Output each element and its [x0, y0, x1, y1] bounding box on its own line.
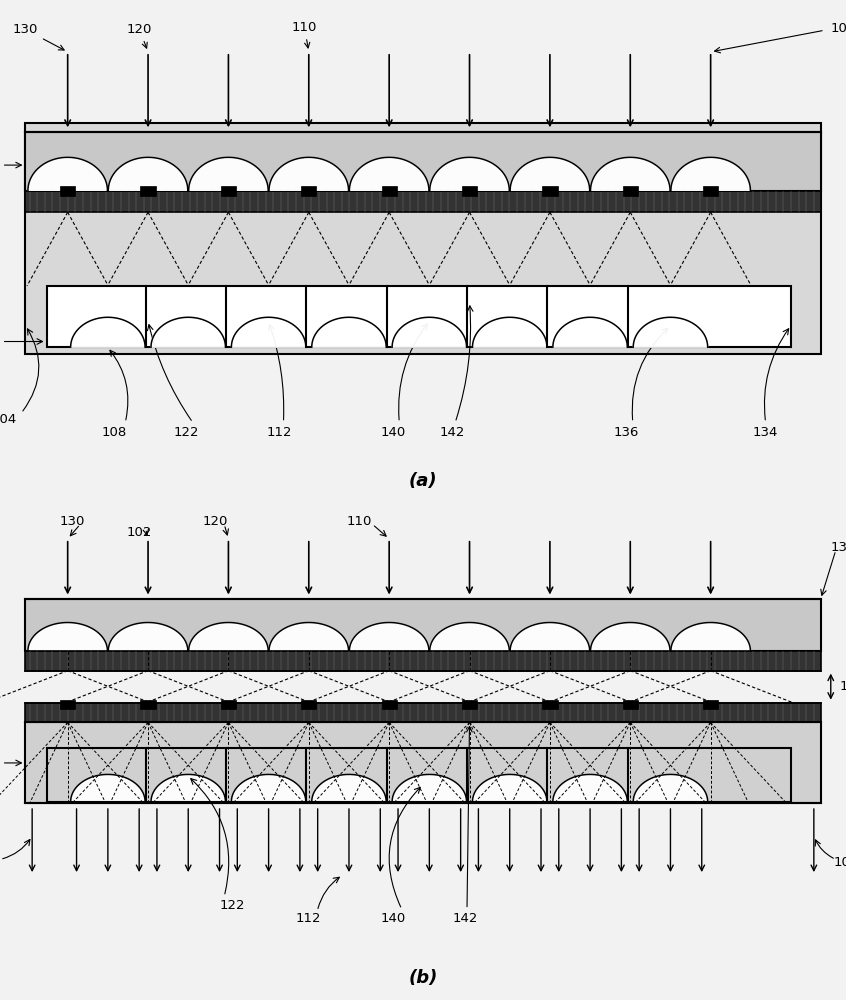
Bar: [140, 186, 156, 196]
Text: (a): (a): [409, 472, 437, 490]
Bar: [25, 132, 821, 191]
Bar: [301, 700, 316, 709]
Polygon shape: [591, 157, 670, 191]
Polygon shape: [393, 774, 467, 802]
Text: 142: 142: [440, 426, 465, 439]
Polygon shape: [71, 774, 146, 802]
Bar: [382, 186, 397, 196]
Bar: [60, 700, 75, 709]
Text: 120: 120: [203, 515, 228, 528]
Text: 136: 136: [613, 426, 639, 439]
Text: 110: 110: [292, 21, 317, 48]
Bar: [25, 599, 821, 651]
Polygon shape: [633, 774, 707, 802]
Text: 134: 134: [831, 541, 846, 554]
Bar: [25, 123, 821, 354]
Text: 120: 120: [127, 23, 152, 48]
Bar: [542, 186, 558, 196]
Polygon shape: [430, 623, 509, 651]
Polygon shape: [472, 774, 547, 802]
Text: 140: 140: [381, 426, 406, 439]
Text: 130: 130: [59, 515, 85, 528]
Bar: [140, 700, 156, 709]
Bar: [703, 700, 718, 709]
Text: 142: 142: [453, 912, 478, 925]
Bar: [25, 722, 821, 803]
Polygon shape: [430, 157, 509, 191]
Polygon shape: [232, 317, 306, 347]
Polygon shape: [189, 157, 268, 191]
Polygon shape: [269, 623, 349, 651]
Bar: [542, 700, 558, 709]
Bar: [25, 651, 821, 671]
Text: 104: 104: [0, 413, 17, 426]
Polygon shape: [633, 317, 707, 347]
Polygon shape: [510, 157, 590, 191]
Text: 104: 104: [833, 856, 846, 869]
Polygon shape: [349, 157, 429, 191]
Bar: [462, 700, 477, 709]
Polygon shape: [671, 623, 750, 651]
Polygon shape: [591, 623, 670, 651]
Polygon shape: [553, 317, 628, 347]
Bar: [47, 286, 791, 347]
Text: 102: 102: [831, 22, 846, 35]
Polygon shape: [349, 623, 429, 651]
Text: 122: 122: [173, 426, 199, 439]
Polygon shape: [28, 157, 107, 191]
Bar: [25, 191, 821, 212]
Polygon shape: [312, 317, 387, 347]
Polygon shape: [472, 317, 547, 347]
Bar: [221, 700, 236, 709]
Polygon shape: [393, 317, 467, 347]
Text: 134: 134: [753, 426, 778, 439]
Polygon shape: [189, 623, 268, 651]
Text: 130: 130: [13, 23, 64, 50]
Polygon shape: [269, 157, 349, 191]
Polygon shape: [108, 623, 188, 651]
Text: 112: 112: [296, 912, 321, 925]
Polygon shape: [510, 623, 590, 651]
Text: 140: 140: [381, 912, 406, 925]
Bar: [623, 186, 638, 196]
Text: 122: 122: [220, 899, 245, 912]
Text: 102: 102: [127, 526, 152, 539]
Text: 112: 112: [266, 426, 292, 439]
Bar: [47, 748, 791, 802]
Text: (b): (b): [409, 969, 437, 987]
Polygon shape: [151, 317, 225, 347]
Bar: [623, 700, 638, 709]
Text: 108: 108: [102, 426, 127, 439]
Bar: [462, 186, 477, 196]
Bar: [703, 186, 718, 196]
Text: 138: 138: [839, 680, 846, 693]
Text: 110: 110: [347, 515, 372, 528]
Bar: [301, 186, 316, 196]
Bar: [382, 700, 397, 709]
Polygon shape: [151, 774, 225, 802]
Polygon shape: [232, 774, 306, 802]
Polygon shape: [553, 774, 628, 802]
Polygon shape: [28, 623, 107, 651]
Bar: [25, 703, 821, 722]
Polygon shape: [71, 317, 146, 347]
Bar: [221, 186, 236, 196]
Bar: [60, 186, 75, 196]
Polygon shape: [671, 157, 750, 191]
Polygon shape: [312, 774, 387, 802]
Polygon shape: [108, 157, 188, 191]
